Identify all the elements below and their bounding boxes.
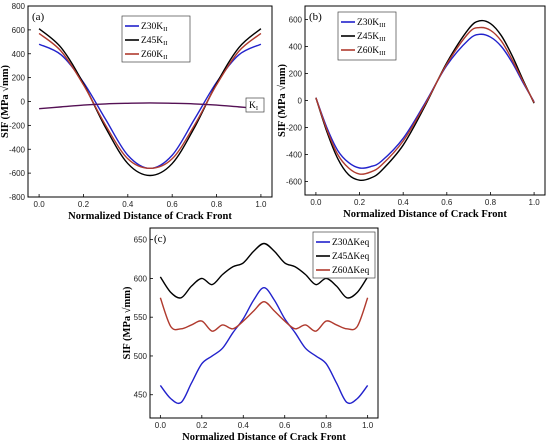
y-tick-label: 800 <box>12 2 26 11</box>
series-line-3 <box>315 26 535 175</box>
y-tick-label: -400 <box>286 151 303 160</box>
chart-panel-2: 0.0 0.2 0.4 0.6 0.8 1.0 -600 -400 -200 0 200 400 600… <box>276 5 546 220</box>
y-tick-label: 200 <box>12 74 26 83</box>
legend-entry: Z60KIII <box>357 46 386 57</box>
y-tick-label: 650 <box>134 236 148 245</box>
y-tick-label: -400 <box>9 145 26 154</box>
x-tick-label: 0.8 <box>485 198 497 207</box>
x-tick-label: 0.2 <box>196 421 208 430</box>
x-tick-label: 0.2 <box>78 200 90 209</box>
legend: Z30KIII Z45KIII Z60KIII <box>337 11 397 61</box>
x-tick-label: 1.0 <box>362 421 374 430</box>
legend-entry: Z60ΔKeq <box>332 266 369 276</box>
y-tick-label: -200 <box>286 124 303 133</box>
x-tick-label: 0.8 <box>211 200 223 209</box>
legend-entry: Z45KIII <box>357 32 386 43</box>
x-tick-label: 0.0 <box>310 198 322 207</box>
series-line-2 <box>159 242 369 299</box>
legend-entry: Z45KII <box>141 36 168 47</box>
x-tick-label: 0.8 <box>321 421 333 430</box>
legend: Z30ΔKeq Z45ΔKeq Z60ΔKeq <box>312 231 376 279</box>
y-tick-label: -800 <box>9 193 26 202</box>
x-tick-label: 0.0 <box>34 200 46 209</box>
x-tick-label: 0.4 <box>122 200 134 209</box>
panel-label: (b) <box>309 11 322 23</box>
y-tick-label: 600 <box>134 274 148 283</box>
legend-entry: Z60KII <box>141 50 168 61</box>
series-label: KI <box>249 101 258 112</box>
y-tick-label: 0 <box>21 98 26 107</box>
y-tick-label: -600 <box>286 178 303 187</box>
x-axis-label: Normalized Distance of Crack Front <box>182 432 346 443</box>
series-line-1 <box>159 287 369 405</box>
y-tick-label: -600 <box>9 169 26 178</box>
legend-entry: Z30ΔKeq <box>332 238 369 248</box>
legend-entry: Z30KII <box>141 22 168 33</box>
x-axis-label: Normalized Distance of Crack Front <box>68 211 232 222</box>
x-tick-label: 0.6 <box>167 200 179 209</box>
y-tick-label: 450 <box>134 391 148 400</box>
y-tick-label: 600 <box>289 16 303 25</box>
series-line-2 <box>38 28 262 177</box>
chart-panel-1: 0.0 0.2 0.4 0.6 0.8 1.0 -800 -600 -400 -200 0 200 40… <box>0 2 273 222</box>
y-tick-label: 550 <box>134 313 148 322</box>
y-axis-label: SIF (MPa √mm) <box>276 63 288 137</box>
series-label-box <box>245 97 265 113</box>
x-tick-label: 1.0 <box>529 198 541 207</box>
panel-label: (a) <box>32 11 45 23</box>
x-tick-label: 0.6 <box>279 421 291 430</box>
y-tick-label: -200 <box>9 121 26 130</box>
series-line-3 <box>159 297 369 332</box>
plot-frame <box>149 227 379 419</box>
chart-panel-3: 0.0 0.2 0.4 0.6 0.8 1.0 450 500 550 600 650 Normali… <box>121 227 379 443</box>
series-line-3 <box>38 32 262 170</box>
y-tick-label: 0 <box>298 97 303 106</box>
y-axis-label: SIF (MPa √mm) <box>0 64 11 138</box>
y-axis-label: SIF (MPa √mm) <box>121 286 133 360</box>
x-tick-label: 0.4 <box>238 421 250 430</box>
x-tick-label: 0.2 <box>354 198 366 207</box>
legend-entry: Z45ΔKeq <box>332 252 369 262</box>
panel-label: (c) <box>154 233 167 245</box>
y-tick-label: 400 <box>12 50 26 59</box>
x-axis-label: Normalized Distance of Crack Front <box>343 209 507 220</box>
x-tick-label: 1.0 <box>255 200 267 209</box>
y-tick-label: 600 <box>12 26 26 35</box>
legend-entry: Z30KIII <box>357 18 386 29</box>
y-tick-label: 500 <box>134 352 148 361</box>
y-tick-label: 400 <box>289 43 303 52</box>
y-tick-label: 200 <box>289 70 303 79</box>
x-tick-label: 0.6 <box>441 198 453 207</box>
legend: Z30KII Z45KII Z60KII <box>121 15 191 63</box>
x-tick-label: 0.4 <box>398 198 410 207</box>
x-tick-label: 0.0 <box>155 421 167 430</box>
series-line-4 <box>39 102 261 110</box>
